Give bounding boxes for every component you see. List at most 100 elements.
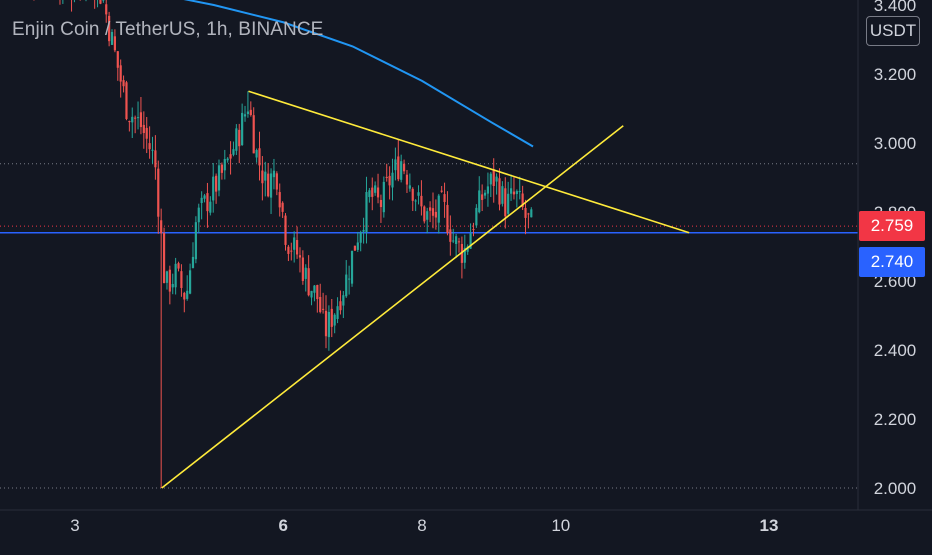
candle: [472, 222, 475, 237]
candle: [322, 292, 325, 314]
candle-body: [203, 195, 206, 199]
candle: [284, 213, 287, 251]
candle-body: [269, 173, 273, 198]
candle-body: [483, 192, 487, 196]
candle-body: [382, 181, 385, 213]
candle-body: [460, 243, 464, 263]
candle: [463, 234, 466, 269]
time-tick-label: 6: [278, 516, 287, 535]
candle: [348, 265, 351, 295]
candle: [203, 193, 206, 203]
candle-body: [191, 256, 195, 268]
candle-body: [498, 178, 501, 205]
candle: [136, 101, 140, 130]
candle: [33, 0, 35, 1]
candle-body: [139, 112, 143, 128]
candle: [333, 313, 336, 334]
candle: [509, 174, 513, 201]
candle-body: [212, 176, 215, 201]
candle: [359, 230, 362, 252]
candle: [313, 285, 316, 302]
candle: [186, 275, 189, 301]
candle-body: [177, 263, 180, 269]
candle: [515, 189, 518, 208]
candle: [116, 51, 119, 81]
candle-body: [342, 295, 345, 306]
candle-body: [428, 207, 432, 211]
candle-body: [478, 190, 481, 213]
candle-body: [434, 211, 437, 218]
candle: [162, 227, 166, 284]
candle-body: [330, 308, 333, 327]
candle: [495, 173, 498, 195]
candle: [356, 231, 359, 252]
candle-body: [469, 233, 472, 249]
candle-body: [206, 193, 209, 212]
candle-body: [119, 65, 122, 82]
ascending-trendline[interactable]: [161, 125, 624, 489]
candle: [437, 193, 440, 234]
candle-body: [272, 170, 276, 178]
candle-body: [333, 314, 336, 326]
candle: [362, 217, 365, 244]
candle-body: [229, 154, 232, 159]
candle: [174, 257, 177, 295]
candle-body: [463, 247, 466, 263]
descending-trendline[interactable]: [248, 90, 690, 234]
currency-button[interactable]: USDT: [866, 16, 920, 46]
candle: [108, 11, 111, 47]
candle: [278, 183, 281, 217]
candle-body: [180, 271, 183, 288]
candle-body: [304, 267, 307, 279]
candle-body: [414, 200, 417, 202]
candle: [232, 141, 235, 157]
candle: [243, 105, 247, 122]
candle: [397, 139, 400, 182]
candle-body: [275, 173, 278, 190]
time-tick-label: 8: [417, 516, 426, 535]
candle-body: [327, 311, 330, 338]
candle-body: [116, 51, 119, 68]
candle-body: [235, 128, 238, 151]
candle-body: [102, 0, 105, 1]
candle-body: [501, 186, 504, 204]
candle-body: [284, 215, 287, 245]
candle-body: [301, 257, 304, 281]
candle-body: [157, 168, 160, 217]
candle-body: [278, 192, 281, 208]
candle: [241, 103, 244, 146]
candle: [165, 270, 169, 290]
candle: [71, 0, 73, 12]
candle-body: [486, 186, 490, 194]
candle-body: [472, 228, 475, 230]
candle-body: [298, 255, 302, 258]
candle-body: [495, 176, 498, 182]
candle-body: [391, 172, 394, 188]
candle-body: [110, 32, 114, 45]
candle-body: [108, 15, 111, 42]
candle: [131, 107, 134, 139]
candle-body: [521, 193, 524, 208]
candle-body: [316, 285, 319, 300]
candle: [102, 0, 105, 3]
moving-average-line: [183, 0, 534, 148]
candle: [119, 59, 122, 98]
candle-body: [530, 209, 533, 218]
candle: [255, 148, 258, 163]
candle: [258, 131, 261, 181]
candle: [486, 172, 490, 207]
candle: [319, 283, 322, 314]
candle-body: [194, 222, 197, 260]
candle: [246, 91, 250, 118]
candle: [287, 244, 290, 262]
candle-body: [165, 271, 169, 283]
time-tick-label: 3: [70, 516, 79, 535]
candle-body: [131, 116, 134, 123]
candle: [411, 187, 414, 211]
candle: [452, 228, 455, 244]
candle: [97, 0, 99, 8]
last-price-label: 2.759: [859, 211, 925, 241]
candle: [94, 0, 96, 9]
